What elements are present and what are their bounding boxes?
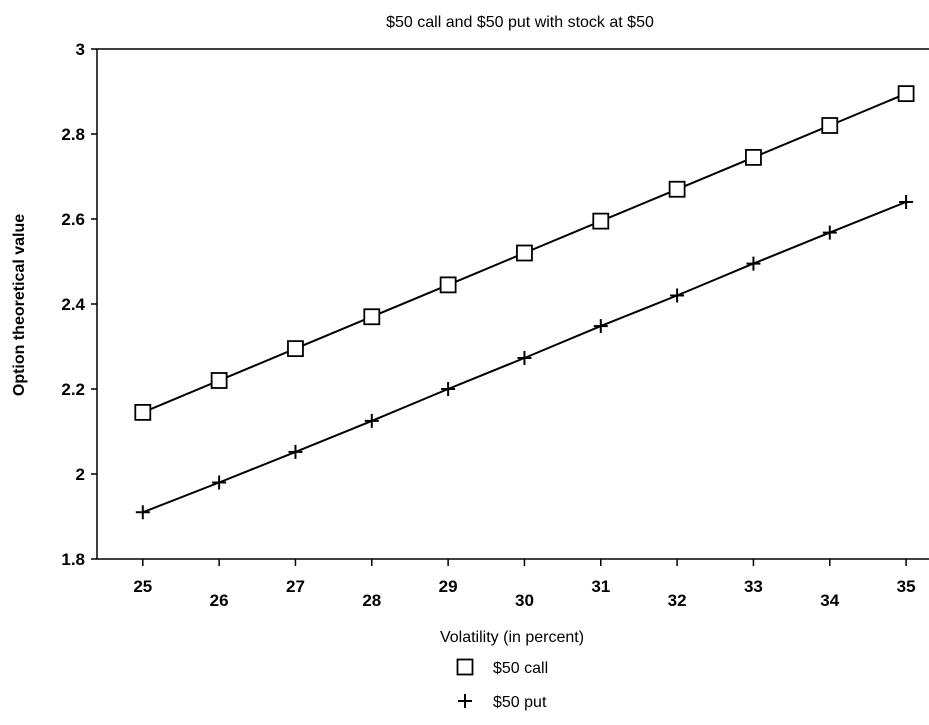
legend-item-put: $50 put — [458, 694, 547, 711]
x-tick-label: 29 — [439, 577, 458, 596]
legend-marker-put — [458, 694, 472, 708]
data-point-put — [746, 256, 761, 271]
data-point-call — [668, 180, 686, 198]
x-axis-label: Volatility (in percent) — [440, 629, 584, 646]
data-point-call — [363, 308, 381, 326]
x-tick-label: 30 — [515, 591, 534, 610]
y-tick-label: 2.6 — [61, 210, 85, 229]
data-point-call — [745, 148, 762, 166]
y-tick-label: 1.8 — [61, 550, 85, 569]
y-tick-label: 2 — [76, 465, 85, 484]
x-tick-label: 26 — [210, 591, 229, 610]
chart-title: $50 call and $50 put with stock at $50 — [386, 14, 654, 31]
data-point-put — [212, 475, 227, 490]
legend: $50 call $50 put — [456, 658, 548, 711]
x-axis-ticks: 25 26 27 28 29 30 31 32 33 34 35 — [133, 559, 916, 610]
data-point-put — [670, 288, 685, 303]
data-point-put — [288, 444, 303, 459]
data-point-put — [364, 413, 379, 428]
y-tick-label: 3 — [76, 40, 85, 59]
data-point-call — [210, 372, 228, 389]
x-tick-label: 28 — [362, 591, 381, 610]
y-tick-label: 2.8 — [61, 125, 85, 144]
series-call — [134, 85, 915, 421]
data-point-call — [897, 85, 915, 103]
data-point-put — [822, 225, 837, 240]
x-tick-label: 25 — [133, 577, 152, 596]
x-tick-label: 32 — [668, 591, 687, 610]
series-group — [134, 85, 915, 520]
y-tick-label: 2.2 — [61, 380, 85, 399]
y-axis-label: Option theoretical value — [11, 214, 28, 396]
data-point-call — [592, 212, 610, 230]
data-point-put — [517, 350, 532, 365]
data-point-put — [899, 195, 914, 209]
data-point-call — [439, 276, 457, 294]
legend-label-call: $50 call — [493, 660, 548, 677]
data-point-put — [135, 505, 150, 520]
y-axis-ticks: 1.8 2 2.2 2.4 2.6 2.8 3 — [61, 40, 97, 569]
legend-marker-call — [456, 658, 474, 676]
data-point-put — [441, 382, 456, 396]
legend-item-call: $50 call — [456, 658, 548, 677]
x-tick-label: 34 — [820, 591, 839, 610]
legend-label-put: $50 put — [493, 694, 547, 711]
data-point-put — [593, 319, 608, 334]
data-point-call — [821, 117, 839, 134]
x-tick-label: 33 — [744, 577, 763, 596]
x-tick-label: 35 — [897, 577, 916, 596]
x-tick-label: 31 — [591, 577, 610, 596]
x-tick-label: 27 — [286, 577, 305, 596]
data-point-call — [287, 340, 304, 358]
series-put — [135, 195, 914, 520]
data-point-call — [134, 403, 152, 421]
y-tick-label: 2.4 — [61, 295, 85, 314]
data-point-call — [516, 244, 533, 262]
